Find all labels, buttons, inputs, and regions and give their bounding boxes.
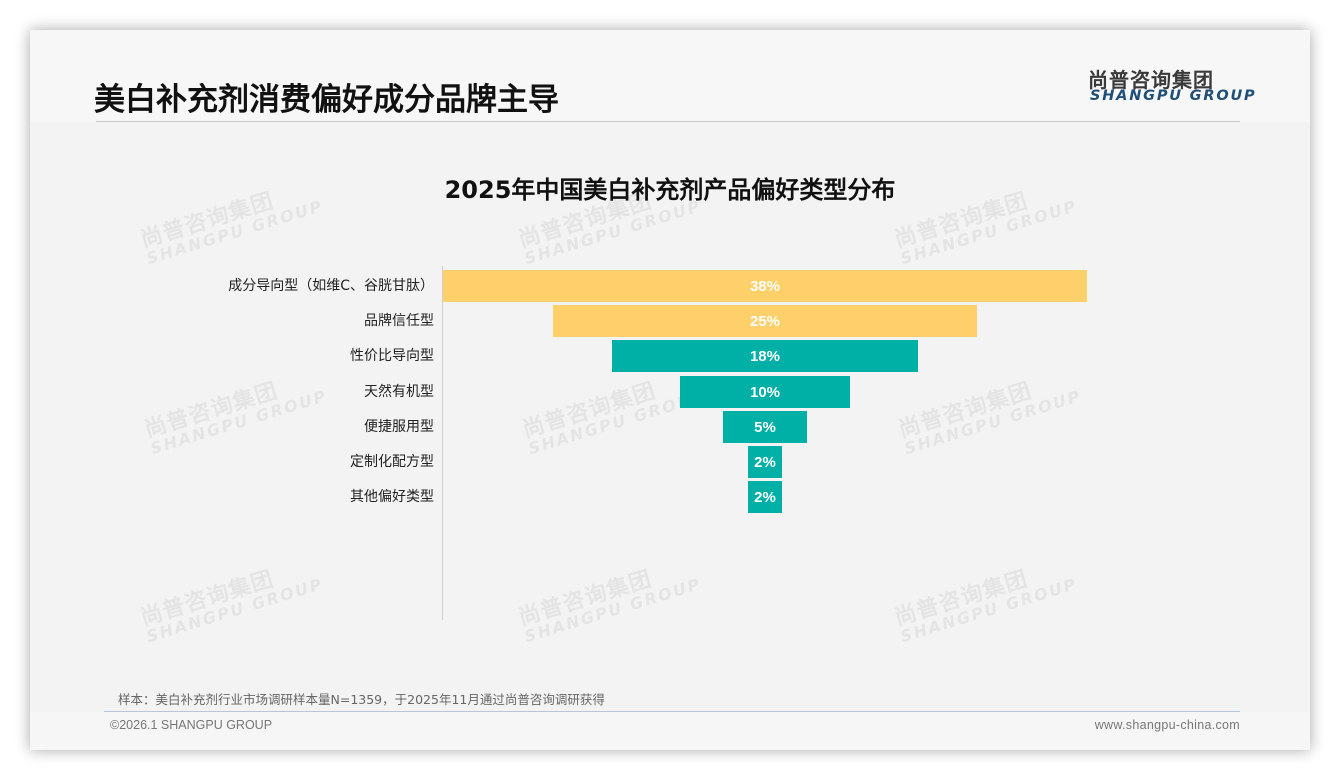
watermark-en: SHANGPU GROUP	[522, 574, 704, 647]
page-title: 美白补充剂消费偏好成分品牌主导	[94, 82, 559, 118]
watermark-cn: 尚普咨询集团	[141, 378, 282, 443]
bar-value-label: 18%	[749, 347, 780, 365]
funnel-bar: 2%	[748, 481, 782, 513]
slide: 尚普咨询集团 SHANGPU GROUP 尚普咨询集团 SHANGPU GROUP 尚普…	[30, 30, 1310, 750]
watermark-en: SHANGPU GROUP	[898, 574, 1080, 647]
watermark-cn: 尚普咨询集团	[891, 566, 1032, 631]
watermark: 尚普咨询集团 SHANGPU GROUP	[141, 366, 330, 459]
logo-english: SHANGPU GROUP	[1090, 88, 1257, 104]
category-label: 便捷服用型	[364, 419, 434, 435]
bar-value-label: 2%	[754, 488, 776, 506]
watermark: 尚普咨询集团 SHANGPU GROUP	[137, 554, 326, 647]
bar-value-label: 2%	[754, 453, 776, 471]
watermark-en: SHANGPU GROUP	[898, 196, 1080, 269]
funnel-bar: 2%	[748, 446, 782, 478]
category-label: 性价比导向型	[350, 348, 434, 364]
funnel-bar: 25%	[553, 305, 977, 337]
category-label: 天然有机型	[364, 384, 434, 400]
watermark-cn: 尚普咨询集团	[895, 378, 1036, 443]
chart-title: 2025年中国美白补充剂产品偏好类型分布	[444, 176, 896, 204]
bar-value-label: 5%	[754, 418, 776, 436]
title-divider	[96, 121, 1240, 122]
category-label: 成分导向型（如维C、谷胱甘肽）	[228, 278, 434, 294]
funnel-bar: 5%	[722, 411, 808, 443]
watermark-cn: 尚普咨询集团	[137, 566, 278, 631]
funnel-bar: 18%	[612, 340, 918, 372]
bar-value-label: 10%	[749, 383, 781, 401]
header-band	[30, 30, 1310, 122]
watermark: 尚普咨询集团 SHANGPU GROUP	[895, 366, 1084, 459]
watermark-cn: 尚普咨询集团	[515, 566, 656, 631]
sample-note: 样本：美白补充剂行业市场调研样本量N=1359，于2025年11月通过尚普咨询调…	[118, 692, 605, 707]
logo-chinese: 尚普咨询集团	[1088, 68, 1214, 92]
watermark-en: SHANGPU GROUP	[902, 386, 1084, 459]
category-label: 品牌信任型	[364, 313, 434, 329]
bar-value-label: 25%	[749, 312, 781, 330]
watermark-en: SHANGPU GROUP	[148, 386, 330, 459]
category-axis-line	[442, 266, 443, 620]
copyright-text: ©2026.1 SHANGPU GROUP	[110, 718, 273, 732]
watermark: 尚普咨询集团 SHANGPU GROUP	[515, 554, 704, 647]
watermark: 尚普咨询集团 SHANGPU GROUP	[891, 554, 1080, 647]
watermark-en: SHANGPU GROUP	[144, 574, 326, 647]
funnel-bar: 10%	[680, 376, 850, 408]
website-link[interactable]: www.shangpu-china.com	[1094, 718, 1240, 732]
funnel-bar: 38%	[442, 270, 1088, 302]
footer-divider	[104, 711, 1240, 712]
category-label: 其他偏好类型	[350, 489, 434, 505]
watermark-en: SHANGPU GROUP	[144, 196, 326, 269]
footer-band	[30, 712, 1310, 750]
category-label: 定制化配方型	[350, 454, 434, 470]
bar-value-label: 38%	[749, 277, 780, 295]
watermark-en: SHANGPU GROUP	[522, 196, 704, 269]
watermark-cn: 尚普咨询集团	[519, 378, 660, 443]
